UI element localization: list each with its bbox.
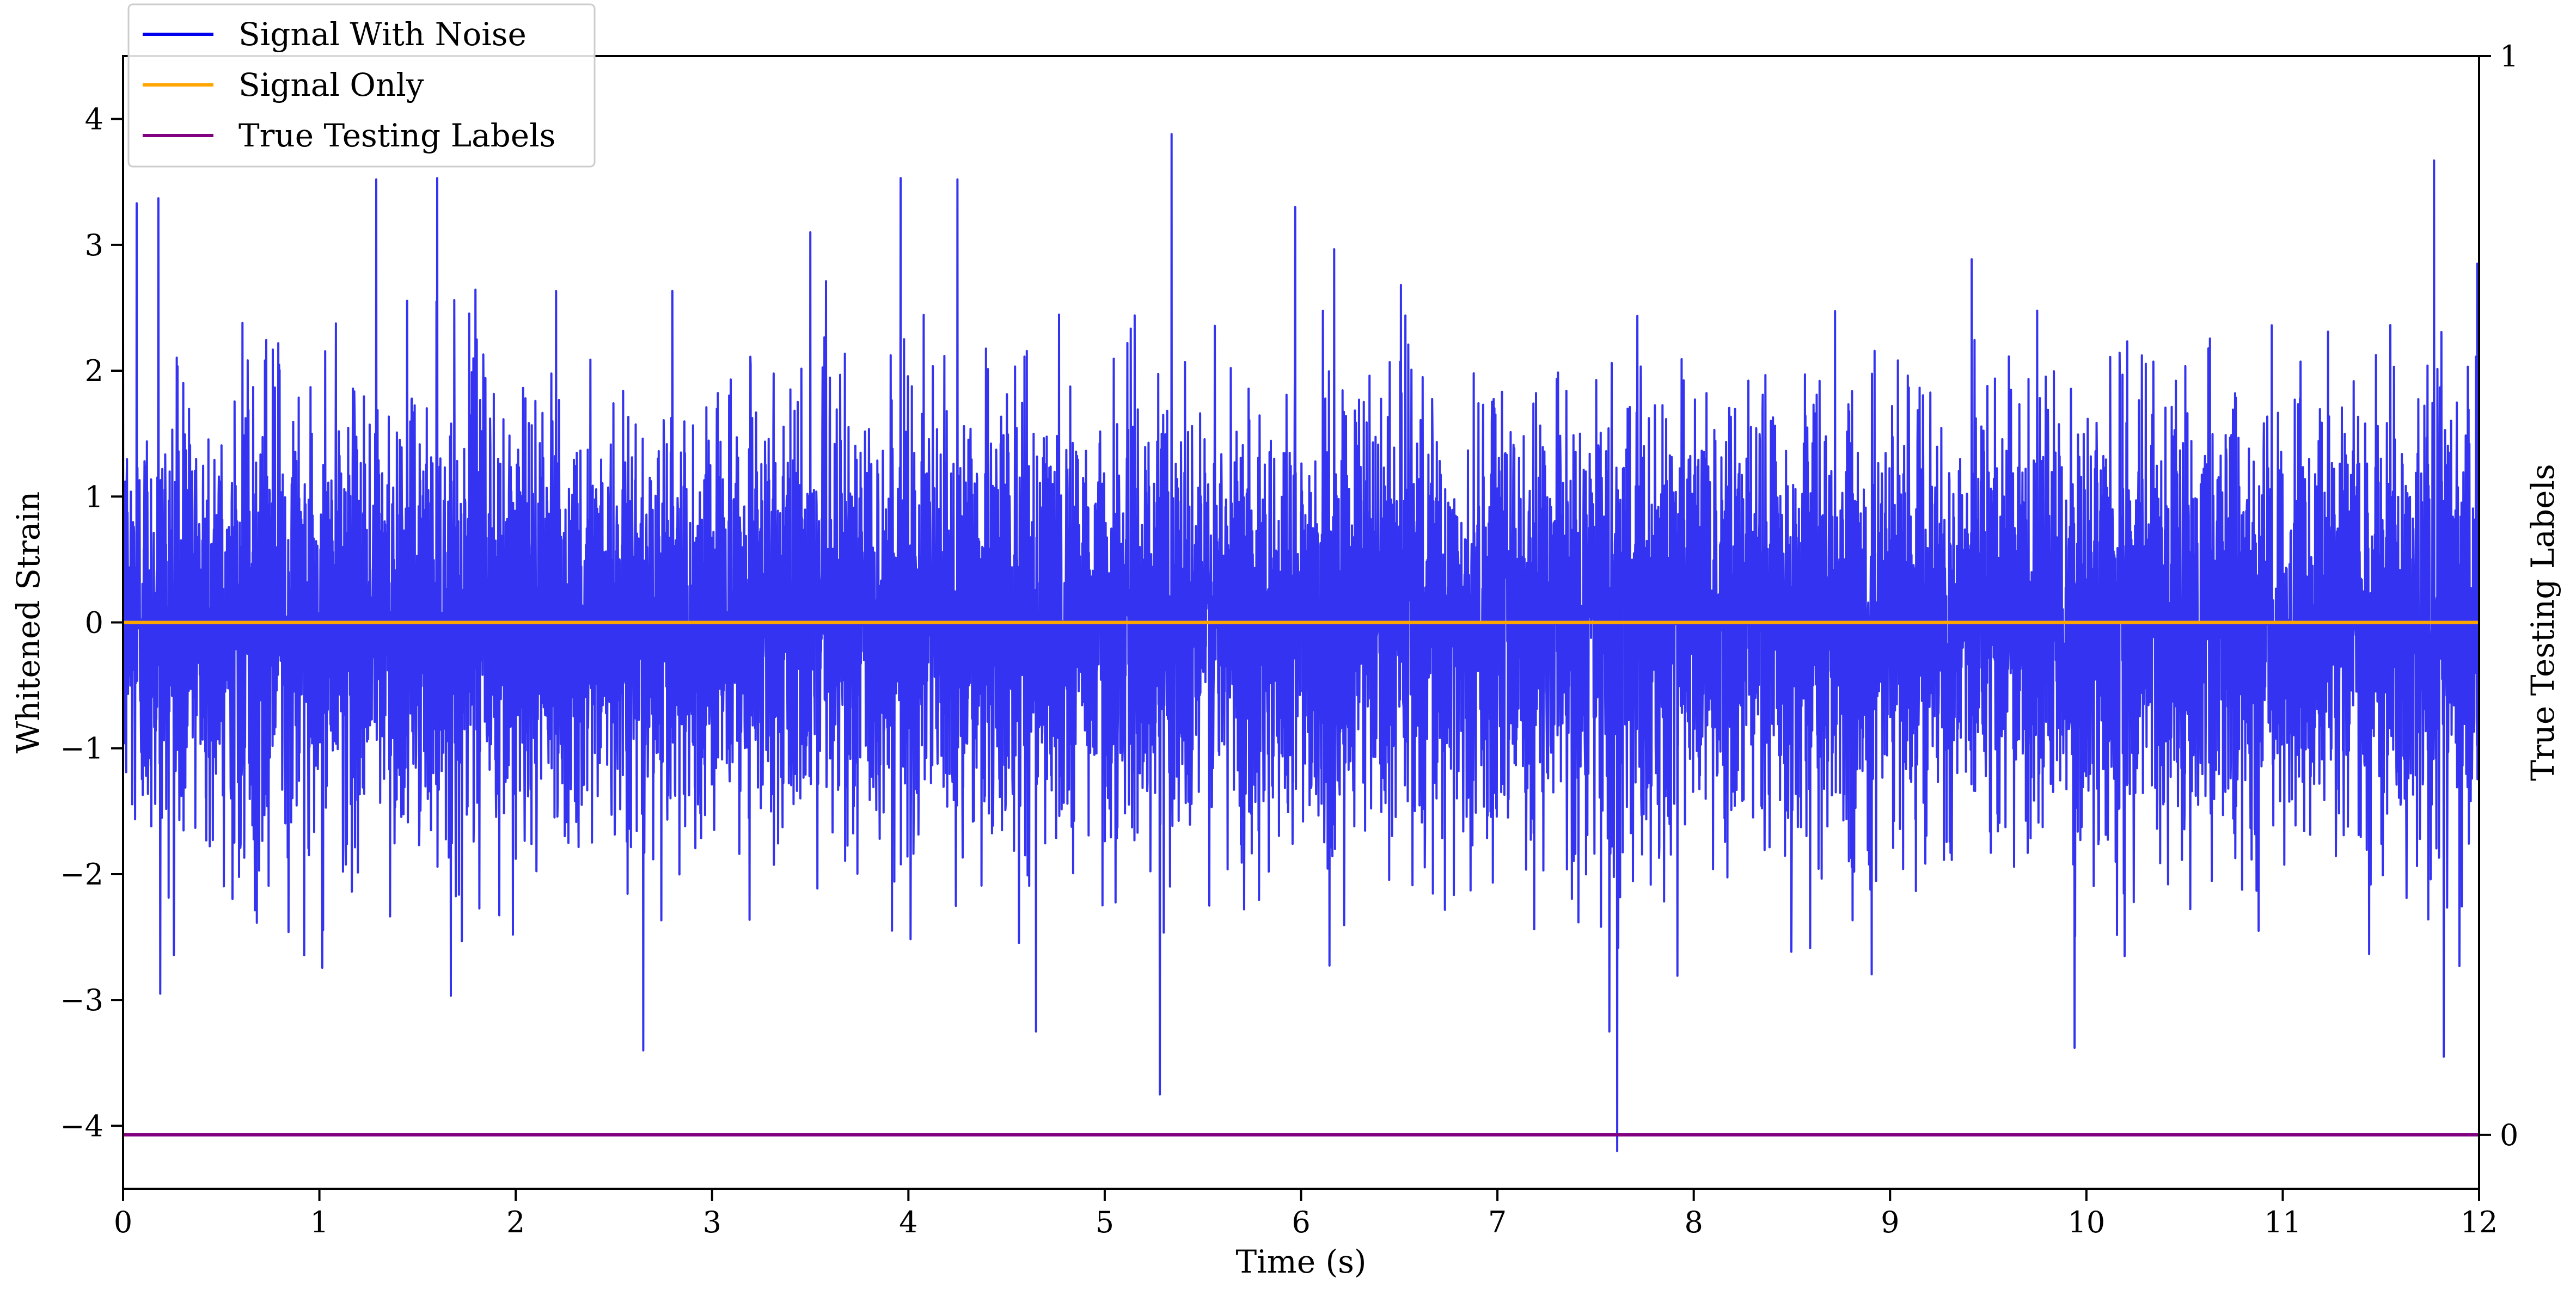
y2-tick-label: 1 [2500,39,2518,73]
y-tick-label: −4 [60,1109,103,1143]
x-tick-label: 7 [1488,1205,1507,1239]
x-tick-label: 11 [2264,1205,2302,1239]
x-tick-label: 12 [2461,1205,2498,1239]
x-tick-label: 6 [1292,1205,1310,1239]
x-tick-label: 5 [1096,1205,1114,1239]
x-tick-label: 9 [1881,1205,1899,1239]
x-tick-label: 10 [2067,1205,2105,1239]
x-tick-label: 3 [703,1205,721,1239]
y-tick-label: −1 [60,732,103,766]
x-axis-label: Time (s) [1235,1243,1366,1280]
legend-entry: True Testing Labels [238,117,555,154]
y-axis-right: 01 [2479,39,2518,1152]
y2-tick-label: 0 [2500,1118,2518,1152]
x-tick-label: 2 [506,1205,525,1239]
y-tick-label: −3 [60,983,103,1017]
y-tick-label: −2 [60,857,103,892]
x-tick-label: 4 [899,1205,917,1239]
series-line-signal-with-noise [123,133,2479,1152]
y-axis-label: Whitened Strain [10,492,47,754]
y-axis-left: −4 −3 −2 −1 0 1 2 3 4 [60,102,123,1143]
legend-entry: Signal Only [238,66,424,103]
y-tick-label: 1 [85,480,103,514]
y-tick-label: 3 [85,228,103,262]
y-tick-label: 2 [85,354,103,388]
y-tick-label: 0 [85,606,103,640]
x-axis: 0 1 2 3 4 5 6 7 8 9 10 11 12 [114,1189,2498,1239]
legend-box [127,3,596,168]
legend-entry: Signal With Noise [238,16,527,53]
legend: Signal With Noise Signal Only True Testing… [127,3,596,168]
x-tick-label: 1 [310,1205,328,1239]
x-tick-label: 8 [1684,1205,1703,1239]
x-tick-label: 0 [114,1205,132,1239]
y-tick-label: 4 [85,102,103,137]
plot-area [123,133,2479,1152]
y2-axis-label: True Testing Labels [2524,464,2561,781]
